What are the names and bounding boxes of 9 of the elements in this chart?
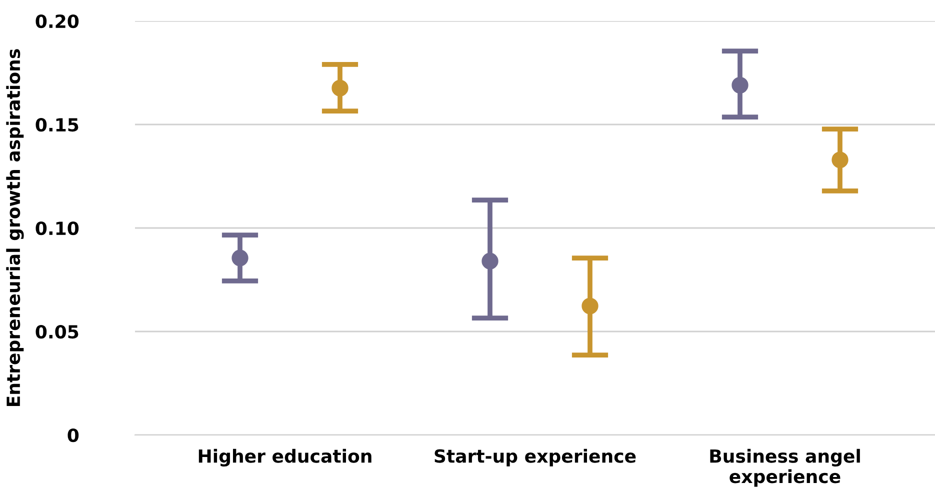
- y-tick-label: 0.15: [36, 118, 78, 132]
- y-tick-label: 0.05: [36, 324, 78, 339]
- y-tick-label: 0: [68, 428, 79, 442]
- y-tick-label: 0.10: [36, 221, 79, 236]
- x-tick-label: Higher education: [198, 448, 372, 467]
- y-tick-label: 0.20: [36, 14, 79, 28]
- x-tick-label: Start-up experience: [434, 448, 636, 466]
- y-axis-title: Entrepreneurial growth aspirations: [6, 49, 24, 406]
- x-tick-label: Business angel experience: [710, 448, 860, 487]
